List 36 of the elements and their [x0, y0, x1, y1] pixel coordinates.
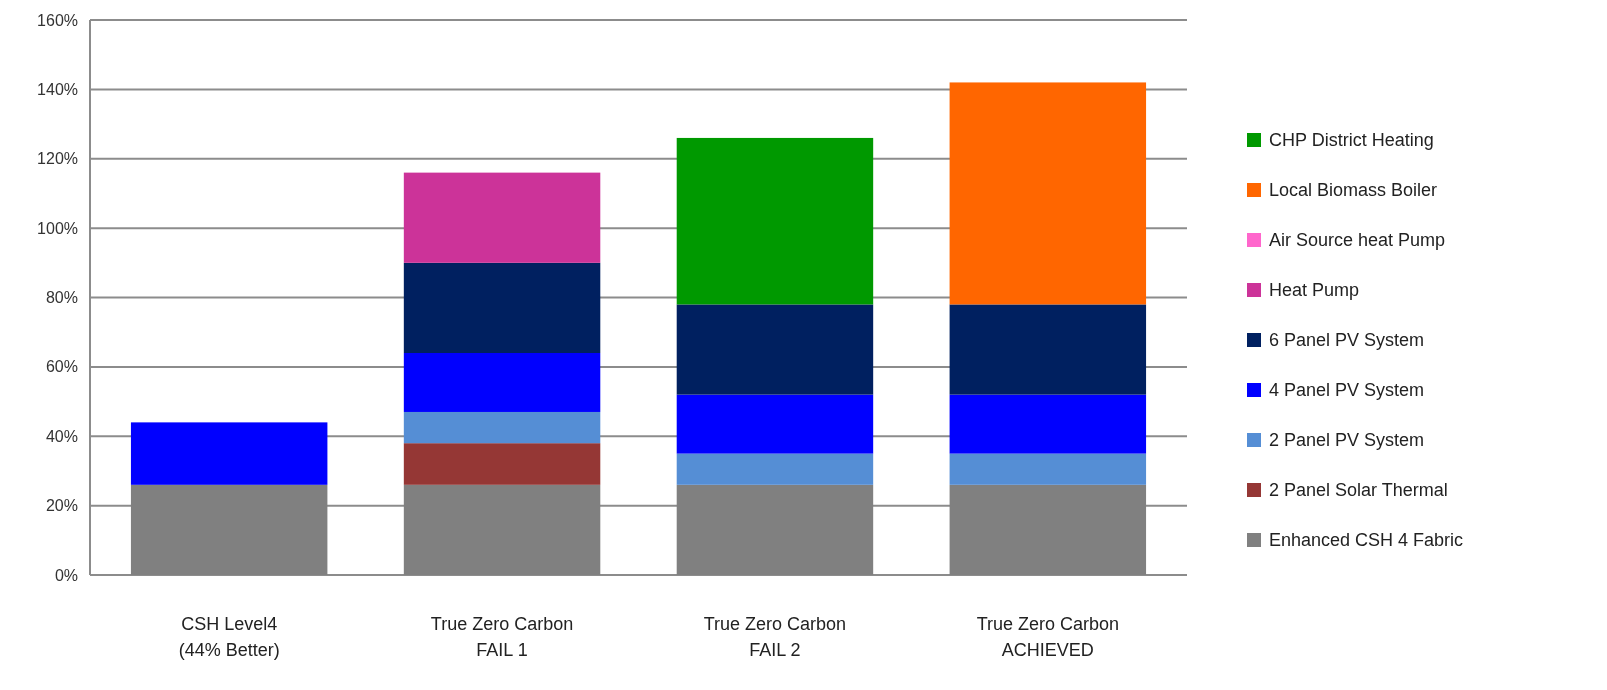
bar	[949, 394, 1147, 454]
bar	[403, 443, 601, 485]
legend-label: Air Source heat Pump	[1269, 230, 1446, 251]
y-tick-label: 40%	[45, 427, 78, 445]
bar	[676, 304, 874, 395]
x-tick-label: CSH Level4 (44% Better)	[178, 614, 280, 660]
y-tick-label: 0%	[54, 566, 78, 584]
legend-label: Enhanced CSH 4 Fabric	[1269, 530, 1464, 551]
y-tick-label: 140%	[37, 80, 78, 98]
bar	[403, 262, 601, 353]
y-tick-label: 60%	[45, 358, 78, 376]
bar	[676, 453, 874, 485]
x-tick-label: True Zero Carbon FAIL 1	[430, 614, 574, 660]
y-tick-label: 120%	[37, 150, 78, 168]
legend-label: 4 Panel PV System	[1269, 380, 1425, 401]
bar	[403, 353, 601, 412]
x-tick-label: True Zero Carbon FAIL 2	[703, 614, 847, 660]
legend-label: 2 Panel Solar Thermal	[1269, 480, 1448, 501]
y-tick-label: 160%	[37, 11, 78, 29]
bar	[403, 172, 601, 263]
y-tick-label: 80%	[45, 289, 78, 307]
y-tick-label: 20%	[45, 497, 78, 515]
bar	[949, 304, 1147, 395]
bar	[676, 394, 874, 454]
legend-label: 6 Panel PV System	[1269, 330, 1425, 351]
y-tick-label: 100%	[37, 219, 78, 237]
bar	[676, 137, 874, 305]
legend-label: 2 Panel PV System	[1269, 430, 1425, 451]
bar	[949, 453, 1147, 485]
legend-label: Heat Pump	[1269, 280, 1360, 301]
bar	[949, 82, 1147, 305]
bar	[130, 422, 328, 485]
x-tick-label: True Zero Carbon ACHIEVED	[976, 614, 1120, 660]
legend-label: CHP District Heating	[1269, 130, 1434, 151]
bar	[403, 411, 601, 444]
legend-label: Local Biomass Boiler	[1269, 180, 1438, 201]
